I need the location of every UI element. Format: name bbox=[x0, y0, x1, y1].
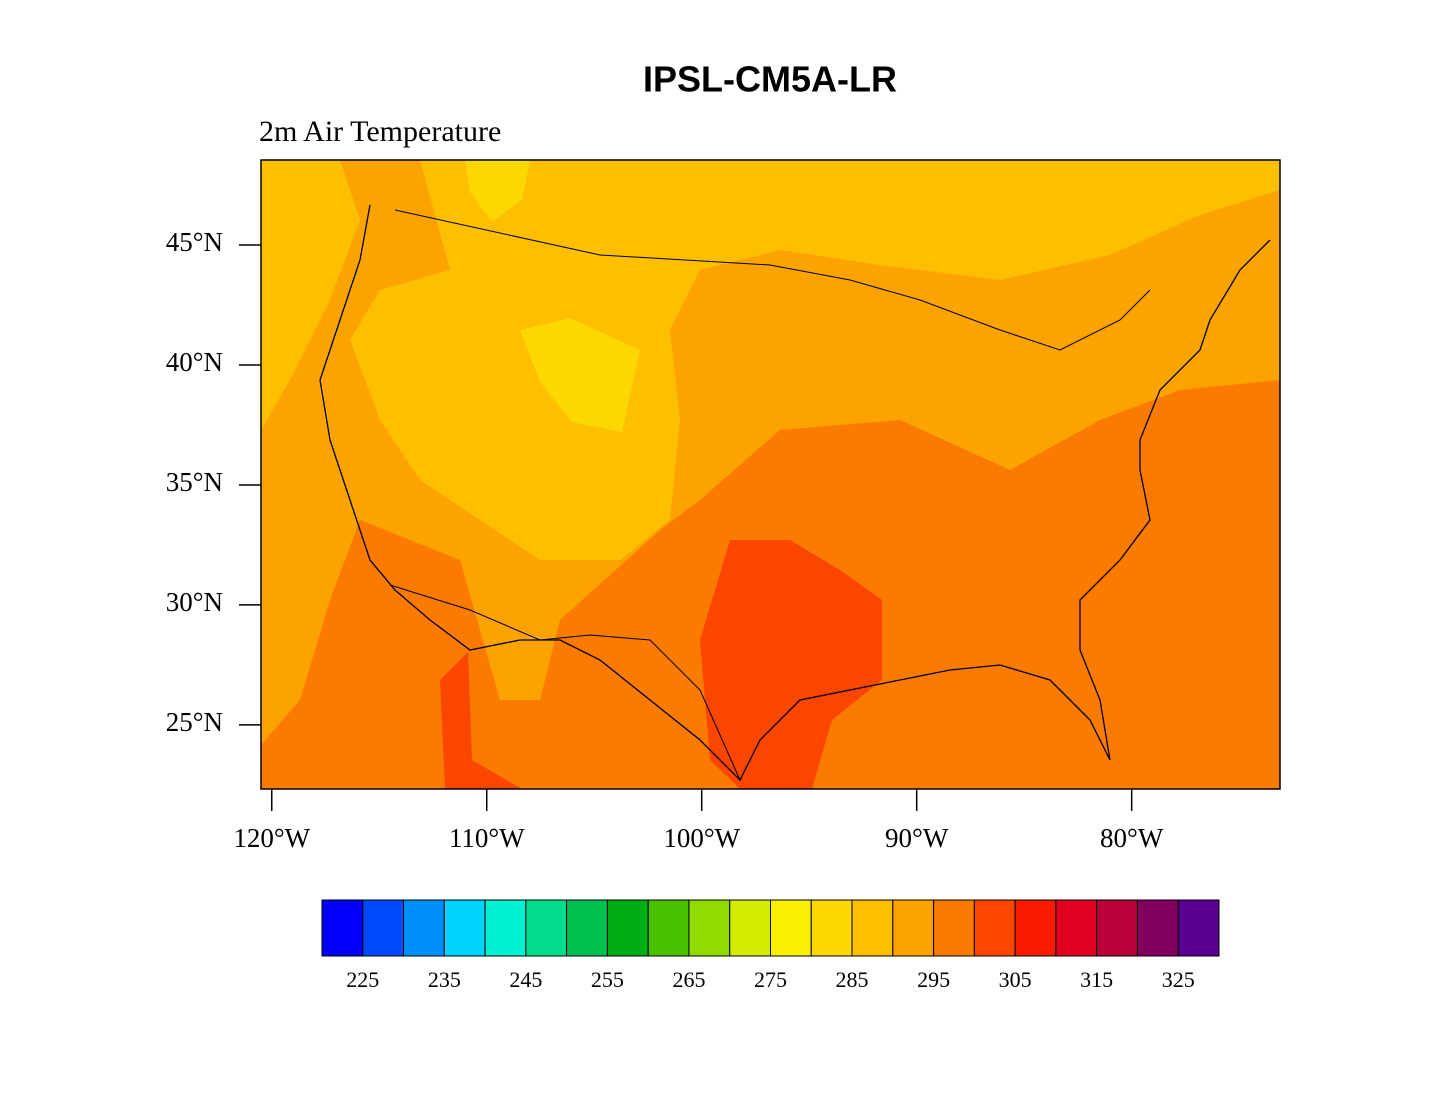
contour-region bbox=[350, 160, 1280, 560]
colorbar-box bbox=[688, 899, 731, 957]
y-tick-label: 40°N bbox=[166, 347, 223, 377]
colorbar-box bbox=[933, 899, 975, 957]
colorbar-label: 265 bbox=[672, 967, 705, 992]
title: IPSL-CM5A-LR bbox=[643, 59, 897, 100]
colorbar-box bbox=[606, 899, 649, 957]
colorbar-label: 295 bbox=[917, 967, 950, 992]
colorbar-box bbox=[321, 899, 364, 957]
contour-region bbox=[440, 652, 522, 789]
colorbar-box bbox=[770, 899, 812, 957]
colorbar-box bbox=[443, 899, 486, 957]
contour-region bbox=[520, 318, 640, 432]
x-tick-label: 120°W bbox=[233, 823, 310, 853]
x-tick-label: 90°W bbox=[885, 823, 949, 853]
y-tick-label: 30°N bbox=[166, 587, 223, 617]
y-tick-label: 25°N bbox=[166, 707, 223, 737]
map-frame bbox=[260, 159, 1281, 790]
colorbar-box bbox=[647, 899, 690, 957]
colorbar-box bbox=[810, 899, 853, 957]
colorbar-box bbox=[566, 899, 608, 957]
x-tick-label: 80°W bbox=[1100, 823, 1164, 853]
border bbox=[389, 209, 1151, 781]
colorbar-box bbox=[729, 899, 772, 957]
colorbar-box bbox=[362, 899, 405, 957]
colorbar-label: 245 bbox=[509, 967, 542, 992]
colorbar-box bbox=[1096, 899, 1138, 957]
coastline bbox=[319, 204, 1271, 782]
contour-region bbox=[700, 540, 882, 789]
colorbar-label: 305 bbox=[999, 967, 1032, 992]
colorbar-label: 225 bbox=[346, 967, 379, 992]
colorbar-label: 275 bbox=[754, 967, 787, 992]
y-tick-label: 35°N bbox=[166, 467, 223, 497]
subtitle: 2m Air Temperature bbox=[259, 115, 501, 148]
map-fill bbox=[261, 160, 1280, 789]
colorbar-box bbox=[1136, 899, 1179, 957]
y-tick-label: 45°N bbox=[166, 227, 223, 257]
colorbar-label: 255 bbox=[591, 967, 624, 992]
colorbar-box bbox=[851, 899, 894, 957]
colorbar-box bbox=[484, 899, 527, 957]
colorbar-box bbox=[973, 899, 1016, 957]
colorbar-box bbox=[892, 899, 935, 957]
x-tick-label: 110°W bbox=[449, 823, 525, 853]
colorbar-box bbox=[1014, 899, 1057, 957]
contour-region bbox=[261, 160, 360, 430]
colorbar-box bbox=[1055, 899, 1098, 957]
colorbar-box bbox=[525, 899, 568, 957]
colorbar-label: 235 bbox=[428, 967, 461, 992]
x-tick-label: 100°W bbox=[663, 823, 740, 853]
colorbar-label: 325 bbox=[1162, 967, 1195, 992]
colorbar-label: 285 bbox=[836, 967, 869, 992]
colorbar-box bbox=[1177, 899, 1220, 957]
colorbar-box bbox=[403, 899, 445, 957]
colorbar-label: 315 bbox=[1080, 967, 1113, 992]
contour-region bbox=[465, 160, 530, 222]
